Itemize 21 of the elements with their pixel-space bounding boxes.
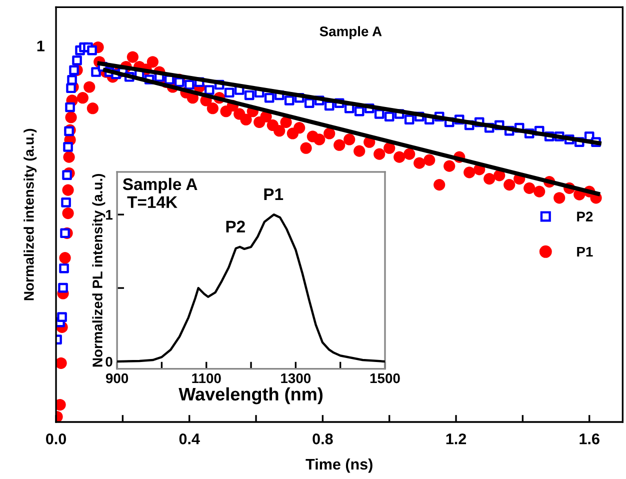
annotation: P2 [226,220,245,232]
x-tick-label: 0.0 [46,434,66,444]
x-axis-title: Wavelength (nm) [178,387,323,404]
x-tick-label: 1300 [281,373,311,384]
x-tick-label: 0.8 [312,434,333,444]
x-tick-label: 1100 [192,373,221,384]
x-tick-label: 1500 [370,373,400,384]
annotation: P1 [264,188,284,200]
x-axis-title: Time (ns) [306,458,372,473]
legend-label: P2 [577,212,593,222]
text: 1 [37,40,44,52]
y-axis-title: Normalized PL intensity (a.u.) [92,174,106,367]
x-tick-label: 1.6 [580,434,600,444]
y-tick-label: 0 [106,356,112,367]
legend-label: P1 [577,246,593,257]
y-axis-title: Normalized intensity (a.u.) [24,128,37,300]
x-tick-label: 900 [106,373,128,384]
x-tick-label: 0.4 [179,434,200,444]
x-tick-label: 1.2 [446,434,466,444]
annotation: Sample A T=14K [122,178,198,208]
chart-title: Sample A [320,26,382,40]
